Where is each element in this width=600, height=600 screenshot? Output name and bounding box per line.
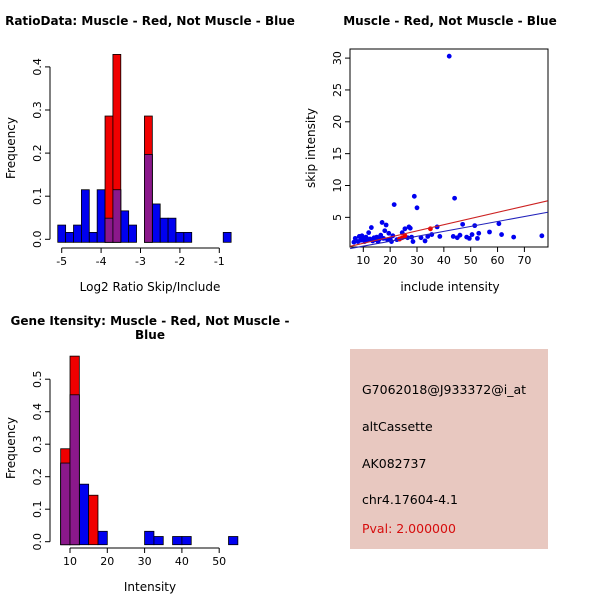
svg-text:0.2: 0.2: [31, 144, 44, 162]
svg-text:40: 40: [437, 254, 451, 267]
ratio-histogram-ylabel: Frequency: [4, 117, 18, 179]
intensity-scatter-plot: 10 20 30 40 50 60 70 5 10 15 20 25 30: [331, 48, 549, 267]
svg-text:10: 10: [63, 555, 77, 568]
svg-text:-4: -4: [96, 255, 107, 268]
axes: 10 20 30 40 50 60 70 5 10 15 20 25 30: [331, 51, 531, 267]
gene-intensity-histogram-xlabel: Intensity: [123, 580, 177, 594]
svg-text:30: 30: [138, 555, 152, 568]
svg-text:0.5: 0.5: [31, 370, 44, 388]
svg-text:-5: -5: [56, 255, 67, 268]
intensity-scatter-ylabel: skip intensity: [304, 108, 318, 188]
ratio-histogram-plot: -5 -4 -3 -2 -1 0.0 0.1 0.2 0.3 0.4: [31, 54, 232, 268]
probe-id-text: G7062018@J933372@i_at: [362, 382, 527, 397]
svg-text:-3: -3: [135, 255, 146, 268]
svg-text:0.1: 0.1: [31, 500, 44, 518]
svg-text:30: 30: [331, 51, 344, 65]
gene-intensity-histogram-plot: 10 20 30 40 50 0.0 0.1 0.2 0.3 0.4 0.5: [31, 355, 239, 568]
svg-text:25: 25: [331, 83, 344, 97]
intensity-scatter-title: Muscle - Red, Not Muscle - Blue: [343, 14, 557, 28]
svg-text:20: 20: [100, 555, 114, 568]
svg-text:0.0: 0.0: [31, 533, 44, 551]
location-text: chr4.17604-4.1: [362, 492, 459, 507]
scatter-points: [351, 53, 545, 245]
svg-text:50: 50: [464, 254, 478, 267]
svg-text:20: 20: [331, 115, 344, 129]
panel-intensity-scatter: 10 20 30 40 50 60 70 5 10 15 20 25 30 Muscle - Red, …: [300, 0, 600, 300]
intensity-scatter-xlabel: include intensity: [400, 280, 500, 294]
fit-lines: [350, 200, 548, 250]
ratio-histogram-xlabel: Log2 Ratio Skip/Include: [79, 280, 221, 294]
svg-text:10: 10: [356, 254, 370, 267]
svg-text:0.2: 0.2: [31, 468, 44, 486]
pval-text: Pval: 2.000000: [362, 521, 456, 536]
axes: 10 20 30 40 50 0.0 0.1 0.2 0.3 0.4 0.5: [31, 370, 226, 568]
svg-text:-2: -2: [174, 255, 185, 268]
svg-text:60: 60: [491, 254, 505, 267]
svg-text:0.4: 0.4: [31, 58, 44, 76]
svg-text:40: 40: [175, 555, 189, 568]
event-type-text: altCassette: [362, 419, 433, 434]
gene-intensity-histogram-ylabel: Frequency: [4, 417, 18, 479]
panel-ratio-histogram: -5 -4 -3 -2 -1 0.0 0.1 0.2 0.3 0.4 RatioData: Mus…: [0, 0, 300, 300]
histogram-bars: [60, 355, 239, 546]
svg-text:50: 50: [212, 555, 226, 568]
svg-text:10: 10: [331, 179, 344, 193]
probe-info-box: G7062018@J933372@i_at altCassette AK0827…: [350, 349, 548, 549]
svg-text:15: 15: [331, 147, 344, 161]
svg-text:70: 70: [517, 254, 531, 267]
svg-text:0.4: 0.4: [31, 403, 44, 421]
panel-probe-info: G7062018@J933372@i_at altCassette AK0827…: [300, 300, 600, 600]
histogram-bars: [57, 54, 232, 243]
axes: -5 -4 -3 -2 -1 0.0 0.1 0.2 0.3 0.4: [31, 58, 225, 268]
svg-text:30: 30: [410, 254, 424, 267]
ratio-histogram-title: RatioData: Muscle - Red, Not Muscle - Bl…: [5, 14, 295, 28]
gene-intensity-histogram-title: Gene Itensity: Muscle - Red, Not Muscle …: [10, 314, 290, 342]
panel-gene-intensity-histogram: 10 20 30 40 50 0.0 0.1 0.2 0.3 0.4 0.5 Gene Itensi…: [0, 300, 300, 600]
svg-text:20: 20: [383, 254, 397, 267]
svg-text:0.3: 0.3: [31, 435, 44, 453]
accession-text: AK082737: [362, 456, 427, 471]
svg-text:0.1: 0.1: [31, 187, 44, 205]
svg-text:0.0: 0.0: [31, 231, 44, 249]
svg-text:5: 5: [331, 214, 344, 221]
svg-text:0.3: 0.3: [31, 101, 44, 119]
svg-text:-1: -1: [214, 255, 225, 268]
